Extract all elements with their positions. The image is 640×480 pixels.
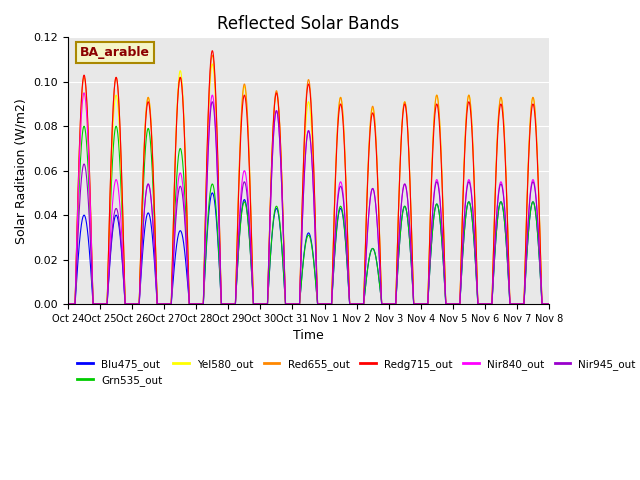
Legend: Blu475_out, Grn535_out, Yel580_out, Red655_out, Redg715_out, Nir840_out, Nir945_: Blu475_out, Grn535_out, Yel580_out, Red6…	[73, 355, 640, 390]
X-axis label: Time: Time	[293, 329, 324, 342]
Text: BA_arable: BA_arable	[80, 46, 150, 59]
Y-axis label: Solar Raditaion (W/m2): Solar Raditaion (W/m2)	[15, 98, 28, 243]
Title: Reflected Solar Bands: Reflected Solar Bands	[218, 15, 399, 33]
